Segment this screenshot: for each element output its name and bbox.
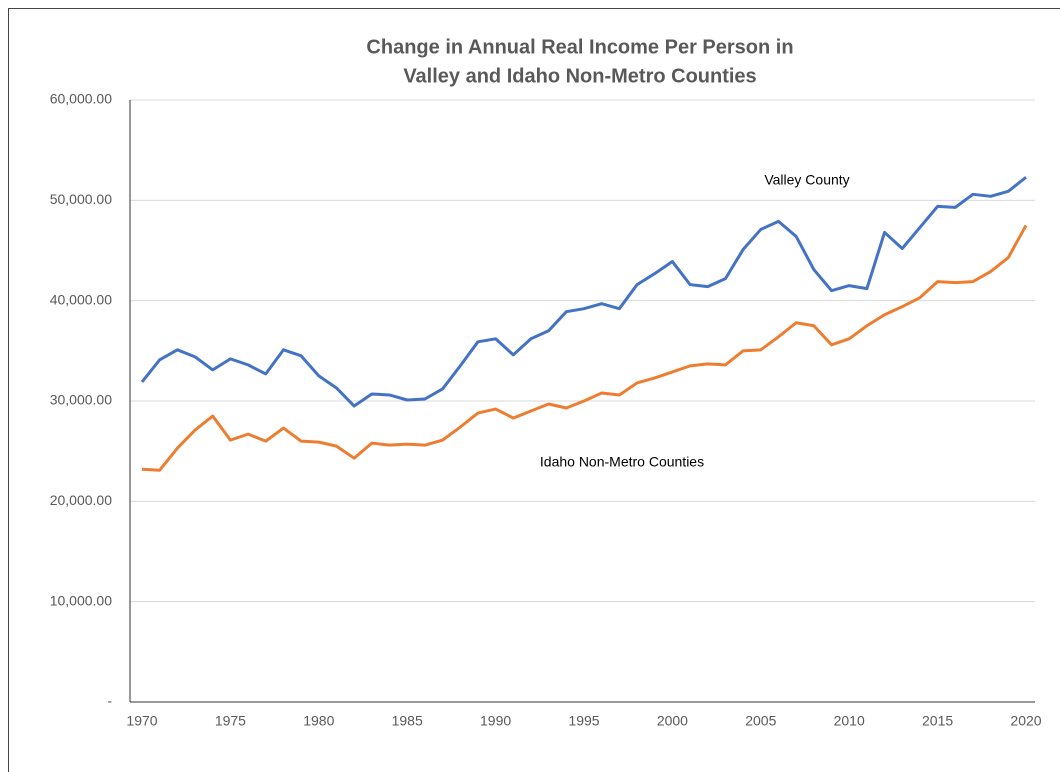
y-tick-label: 10,000.00: [50, 592, 112, 608]
series-label: Idaho Non-Metro Counties: [540, 454, 704, 470]
x-tick-label: 2015: [922, 713, 953, 729]
chart-title: Change in Annual Real Income Per Person …: [366, 36, 793, 58]
x-tick-label: 1990: [480, 713, 511, 729]
y-tick-label: 50,000.00: [50, 191, 112, 207]
y-tick-label: 30,000.00: [50, 392, 112, 408]
series-label: Valley County: [764, 172, 849, 188]
x-tick-label: 1995: [568, 713, 599, 729]
x-tick-label: 2000: [657, 713, 688, 729]
x-tick-label: 2010: [834, 713, 865, 729]
x-tick-label: 2020: [1010, 713, 1041, 729]
x-tick-label: 1985: [392, 713, 423, 729]
y-tick-label: 60,000.00: [50, 91, 112, 107]
chart-frame: [8, 8, 1060, 772]
chart-title: Valley and Idaho Non-Metro Counties: [403, 65, 756, 87]
y-tick-label: -: [107, 693, 112, 709]
x-tick-label: 1970: [126, 713, 157, 729]
y-tick-label: 20,000.00: [50, 492, 112, 508]
line-series: [140, 176, 1027, 408]
x-tick-label: 1980: [303, 713, 334, 729]
line-series: [141, 224, 1028, 472]
y-tick-label: 40,000.00: [50, 291, 112, 307]
x-tick-label: 2005: [745, 713, 776, 729]
x-tick-label: 1975: [215, 713, 246, 729]
